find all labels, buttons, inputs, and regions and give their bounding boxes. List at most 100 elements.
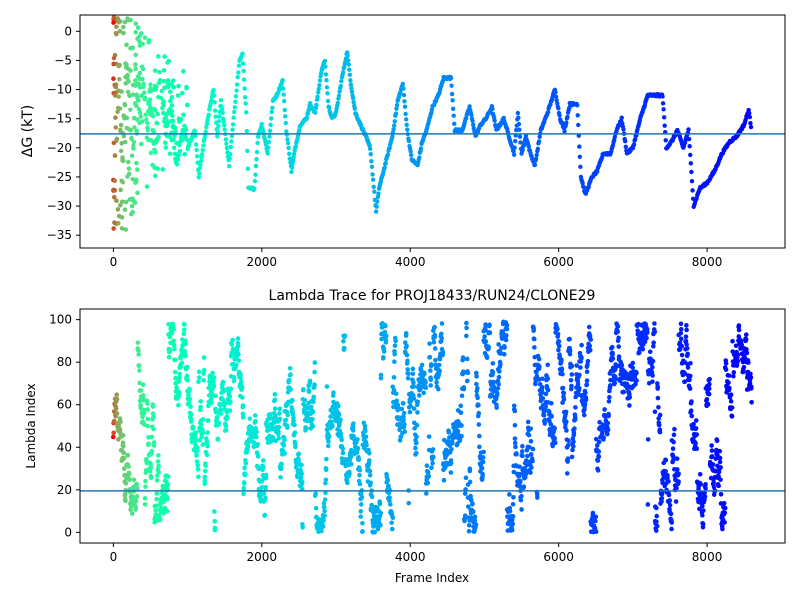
x-tick-label: 2000 bbox=[247, 255, 278, 269]
lambda-point bbox=[666, 479, 671, 484]
lambda-point bbox=[138, 402, 143, 408]
delta-g-point bbox=[127, 93, 132, 99]
lambda-point bbox=[731, 373, 736, 379]
lambda-point bbox=[281, 443, 287, 448]
lambda-point bbox=[197, 437, 203, 443]
lambda-point bbox=[223, 427, 229, 433]
lambda-point bbox=[556, 347, 561, 353]
lambda-point bbox=[651, 340, 656, 345]
lambda-point bbox=[697, 506, 702, 512]
lambda-point bbox=[200, 442, 206, 447]
lambda-point bbox=[525, 453, 530, 459]
lambda-point bbox=[320, 524, 326, 529]
lambda-point bbox=[381, 349, 387, 354]
lambda-points bbox=[110, 319, 754, 535]
lambda-point bbox=[556, 339, 562, 344]
lambda-point bbox=[428, 383, 433, 388]
delta-g-point bbox=[358, 122, 364, 128]
lambda-point bbox=[339, 437, 344, 443]
lambda-point bbox=[613, 362, 619, 367]
lambda-point bbox=[147, 468, 153, 474]
delta-g-point bbox=[193, 133, 198, 139]
lambda-point bbox=[360, 520, 365, 526]
lambda-point bbox=[687, 386, 693, 391]
lambda-point bbox=[571, 430, 577, 436]
lambda-point bbox=[251, 440, 257, 446]
lambda-point bbox=[157, 517, 163, 522]
lambda-point bbox=[358, 491, 364, 497]
delta-g-point bbox=[153, 150, 158, 155]
lambda-point bbox=[425, 480, 431, 486]
lambda-point bbox=[198, 422, 204, 427]
lambda-point bbox=[202, 468, 208, 474]
delta-g-point bbox=[133, 83, 138, 88]
lambda-point bbox=[222, 402, 227, 407]
delta-g-point bbox=[130, 176, 135, 182]
delta-g-point bbox=[346, 58, 351, 63]
lambda-point bbox=[375, 505, 380, 511]
delta-g-point bbox=[213, 114, 218, 119]
lambda-point bbox=[161, 510, 167, 516]
lambda-point bbox=[449, 439, 455, 444]
lambda-point bbox=[464, 378, 470, 384]
delta-g-point bbox=[148, 82, 153, 87]
lambda-point bbox=[247, 416, 253, 421]
lambda-point bbox=[228, 399, 233, 405]
lambda-point bbox=[345, 480, 350, 486]
delta-g-point bbox=[111, 76, 116, 81]
delta-g-point bbox=[135, 74, 141, 79]
lambda-point bbox=[559, 357, 564, 363]
lambda-point bbox=[574, 363, 580, 368]
lambda-point bbox=[437, 368, 443, 374]
delta-g-point bbox=[115, 220, 121, 226]
lambda-point bbox=[717, 455, 723, 461]
lambda-point bbox=[618, 372, 623, 377]
delta-g-point bbox=[517, 134, 523, 139]
lambda-point bbox=[390, 515, 396, 521]
lambda-point bbox=[326, 433, 332, 439]
delta-g-point bbox=[689, 178, 695, 184]
lambda-point bbox=[517, 471, 522, 477]
lambda-point bbox=[350, 428, 356, 433]
delta-g-point bbox=[581, 184, 586, 190]
lambda-point bbox=[480, 455, 486, 460]
lambda-point bbox=[572, 417, 578, 422]
lambda-point bbox=[196, 379, 201, 385]
lambda-point bbox=[149, 434, 155, 440]
delta-g-point bbox=[169, 103, 175, 108]
delta-g-point bbox=[117, 202, 123, 208]
lambda-point bbox=[414, 440, 419, 445]
delta-g-point bbox=[254, 149, 260, 155]
lambda-point bbox=[560, 371, 565, 377]
delta-g-point bbox=[111, 187, 117, 193]
lambda-point bbox=[421, 390, 427, 396]
lambda-point bbox=[187, 396, 193, 402]
lambda-point bbox=[552, 425, 557, 431]
lambda-point bbox=[312, 369, 317, 375]
lambda-point bbox=[195, 448, 200, 454]
lambda-point bbox=[398, 434, 404, 440]
delta-g-point bbox=[153, 87, 159, 92]
delta-g-point bbox=[345, 53, 350, 58]
lambda-point bbox=[466, 522, 472, 528]
delta-g-point bbox=[212, 108, 218, 113]
lambda-point bbox=[735, 358, 741, 364]
delta-g-point bbox=[129, 203, 135, 209]
lambda-point bbox=[564, 428, 569, 433]
lambda-point bbox=[148, 465, 154, 470]
lambda-point bbox=[131, 477, 137, 483]
delta-g-point bbox=[404, 122, 409, 128]
lambda-point bbox=[233, 362, 239, 368]
y-tick-label: −15 bbox=[47, 112, 72, 126]
delta-g-point bbox=[293, 144, 298, 149]
delta-g-point bbox=[131, 139, 137, 145]
lambda-point bbox=[402, 422, 407, 427]
lambda-point bbox=[496, 381, 502, 387]
lambda-point bbox=[201, 355, 207, 360]
delta-g-point bbox=[391, 123, 397, 128]
delta-g-point bbox=[117, 76, 122, 82]
lambda-point bbox=[556, 343, 562, 349]
x-tick-label: 0 bbox=[110, 550, 118, 564]
lambda-point bbox=[212, 527, 218, 533]
lambda-point bbox=[702, 494, 708, 499]
